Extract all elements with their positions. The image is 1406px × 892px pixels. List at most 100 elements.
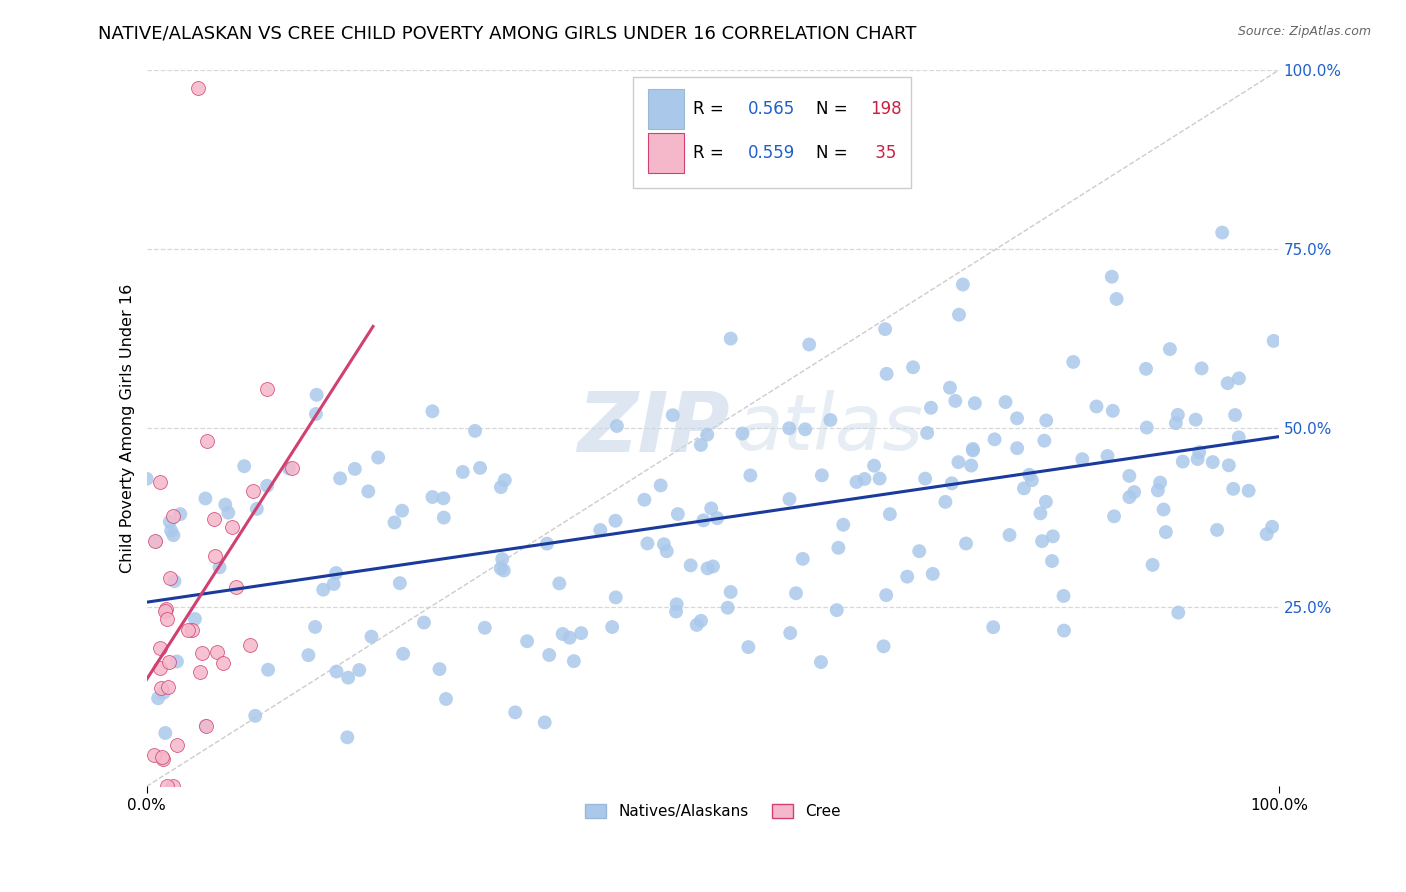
- Point: [194, 491, 217, 506]
- Point: [731, 426, 754, 441]
- Point: [896, 569, 918, 583]
- Point: [160, 524, 183, 538]
- FancyBboxPatch shape: [648, 133, 685, 173]
- Point: [1142, 558, 1164, 572]
- Text: 198: 198: [870, 100, 901, 118]
- Point: [325, 566, 347, 580]
- Point: [872, 640, 894, 654]
- Point: [516, 634, 538, 648]
- Point: [650, 478, 672, 492]
- Point: [194, 719, 217, 733]
- Point: [157, 655, 180, 669]
- Y-axis label: Child Poverty Among Girls Under 16: Child Poverty Among Girls Under 16: [121, 284, 135, 573]
- Point: [1035, 413, 1057, 427]
- Point: [875, 322, 897, 336]
- Point: [1136, 420, 1159, 434]
- Point: [914, 472, 936, 486]
- Point: [562, 654, 585, 668]
- Point: [720, 332, 742, 346]
- Point: [1118, 490, 1140, 504]
- Point: [655, 544, 678, 558]
- Point: [149, 641, 172, 656]
- Text: NATIVE/ALASKAN VS CREE CHILD POVERTY AMONG GIRLS UNDER 16 CORRELATION CHART: NATIVE/ALASKAN VS CREE CHILD POVERTY AMO…: [98, 25, 917, 43]
- Point: [489, 561, 512, 575]
- Point: [853, 472, 876, 486]
- Point: [1053, 624, 1076, 638]
- Point: [155, 602, 177, 616]
- Point: [343, 462, 366, 476]
- Point: [1147, 483, 1170, 498]
- Point: [181, 623, 204, 637]
- Point: [214, 498, 236, 512]
- Point: [1167, 408, 1189, 422]
- Point: [474, 621, 496, 635]
- Point: [1012, 481, 1035, 495]
- Point: [280, 461, 302, 475]
- Point: [204, 549, 226, 563]
- Point: [955, 536, 977, 550]
- Point: [357, 484, 380, 499]
- Point: [810, 655, 832, 669]
- Point: [429, 662, 451, 676]
- Point: [538, 648, 561, 662]
- Point: [322, 577, 344, 591]
- Point: [464, 424, 486, 438]
- Point: [163, 574, 186, 589]
- Point: [1154, 525, 1177, 540]
- Point: [239, 639, 262, 653]
- Point: [1102, 509, 1125, 524]
- Point: [962, 443, 984, 458]
- Point: [491, 552, 513, 566]
- Point: [1191, 361, 1213, 376]
- Point: [186, 81, 208, 95]
- Point: [875, 588, 897, 602]
- Point: [845, 475, 868, 489]
- Point: [1035, 495, 1057, 509]
- Point: [312, 582, 335, 597]
- Point: [1227, 430, 1250, 444]
- Text: R =: R =: [693, 145, 730, 162]
- Point: [233, 459, 256, 474]
- Point: [869, 471, 891, 485]
- Point: [825, 603, 848, 617]
- Point: [155, 726, 177, 740]
- Point: [879, 507, 901, 521]
- Point: [1018, 467, 1040, 482]
- Point: [941, 476, 963, 491]
- Point: [304, 620, 326, 634]
- Point: [792, 552, 814, 566]
- Point: [665, 597, 688, 611]
- Point: [468, 461, 491, 475]
- Point: [1223, 408, 1246, 422]
- Point: [1071, 452, 1094, 467]
- Point: [666, 507, 689, 521]
- Point: [569, 626, 592, 640]
- Point: [149, 661, 172, 675]
- Point: [217, 506, 239, 520]
- Point: [962, 442, 984, 456]
- Point: [1123, 485, 1146, 500]
- Point: [827, 541, 849, 555]
- Point: [152, 752, 174, 766]
- Point: [422, 404, 444, 418]
- Point: [811, 468, 834, 483]
- Point: [492, 564, 515, 578]
- Point: [392, 647, 415, 661]
- Point: [152, 686, 174, 700]
- Point: [1159, 342, 1181, 356]
- Point: [1188, 445, 1211, 459]
- Point: [1097, 449, 1119, 463]
- Point: [208, 560, 231, 574]
- Point: [246, 502, 269, 516]
- Point: [494, 473, 516, 487]
- Text: 0.559: 0.559: [748, 145, 796, 162]
- Text: Source: ZipAtlas.com: Source: ZipAtlas.com: [1237, 25, 1371, 38]
- Point: [242, 484, 264, 499]
- Point: [367, 450, 389, 465]
- Point: [413, 615, 436, 630]
- Point: [633, 492, 655, 507]
- Point: [934, 495, 956, 509]
- Point: [451, 465, 474, 479]
- Point: [983, 433, 1005, 447]
- Point: [740, 468, 762, 483]
